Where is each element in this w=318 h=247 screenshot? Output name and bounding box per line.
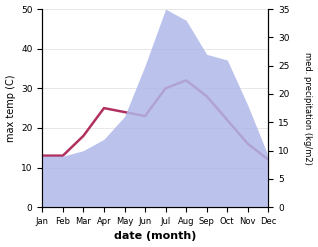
Y-axis label: max temp (C): max temp (C)	[5, 74, 16, 142]
X-axis label: date (month): date (month)	[114, 231, 197, 242]
Y-axis label: med. precipitation (kg/m2): med. precipitation (kg/m2)	[303, 52, 313, 165]
